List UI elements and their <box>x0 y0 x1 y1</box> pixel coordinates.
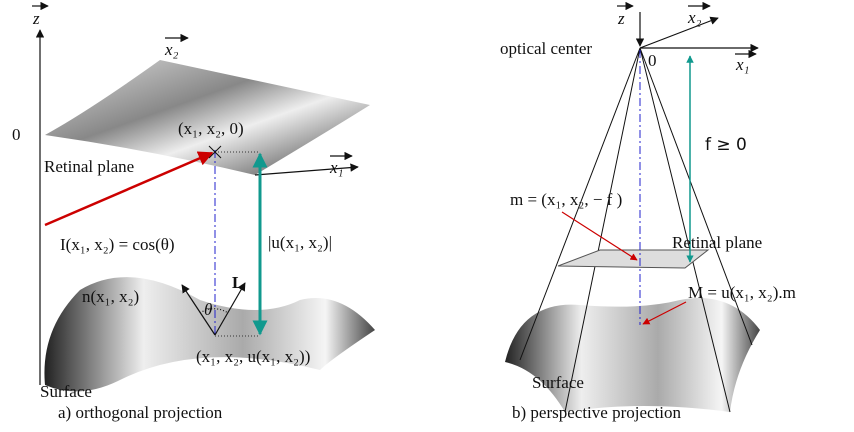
surface-label: Surface <box>532 373 584 392</box>
normal-vector <box>181 284 216 336</box>
focal-label: f ≥ 0 <box>705 135 747 155</box>
panel-b: z x₂ x₁ optical center 0 f ≥ 0 m = (x₁, … <box>500 1 796 422</box>
cross <box>208 145 222 159</box>
origin-label: 0 <box>12 125 21 144</box>
caption: b) perspective projection <box>512 403 681 422</box>
angle-arc <box>199 308 229 314</box>
normal-label: n(x₁, x₂) <box>82 287 139 306</box>
point-label: (x₁, x₂, u(x₁, x₂)) <box>196 347 310 366</box>
light-ray <box>44 151 214 227</box>
retinal-plane <box>45 60 370 175</box>
axis-label: z <box>617 9 625 28</box>
origin-label: 0 <box>648 51 657 70</box>
center-label: optical center <box>500 39 592 58</box>
pyramid <box>519 47 753 413</box>
axis-label: x₂ <box>164 40 179 59</box>
point-label: M = u(x₁, x₂).m <box>688 283 796 302</box>
axis-label: x₁ <box>329 158 343 177</box>
retinal-plane <box>557 249 710 269</box>
plane-label: Retinal plane <box>44 157 134 176</box>
point-label: m = (x₁, x₂, − f ) <box>510 190 622 209</box>
axis-label: x₂ <box>687 8 702 27</box>
pointer <box>642 301 687 325</box>
panel-a: z 0 x₂ x₁ (x₁, x₂, 0) Retinal plane I(x₁… <box>12 1 375 422</box>
surface <box>505 298 760 412</box>
axis-label: z <box>32 9 40 28</box>
light-vector <box>214 282 246 336</box>
surface <box>44 277 375 392</box>
intensity-label: I(x₁, x₂) = cos(θ) <box>60 235 175 254</box>
caption: a) orthogonal projection <box>58 403 223 422</box>
depth-label: |u(x₁, x₂)| <box>268 233 332 252</box>
point-label: (x₁, x₂, 0) <box>178 119 244 138</box>
plane-label: Retinal plane <box>672 233 762 252</box>
surface-label: Surface <box>40 382 92 401</box>
angle-label: θ <box>204 300 212 319</box>
x2-axis <box>639 16 719 49</box>
x1-axis <box>254 163 359 176</box>
axis-label: x₁ <box>735 55 749 74</box>
pointer <box>561 211 638 261</box>
light-label: L <box>232 273 243 292</box>
